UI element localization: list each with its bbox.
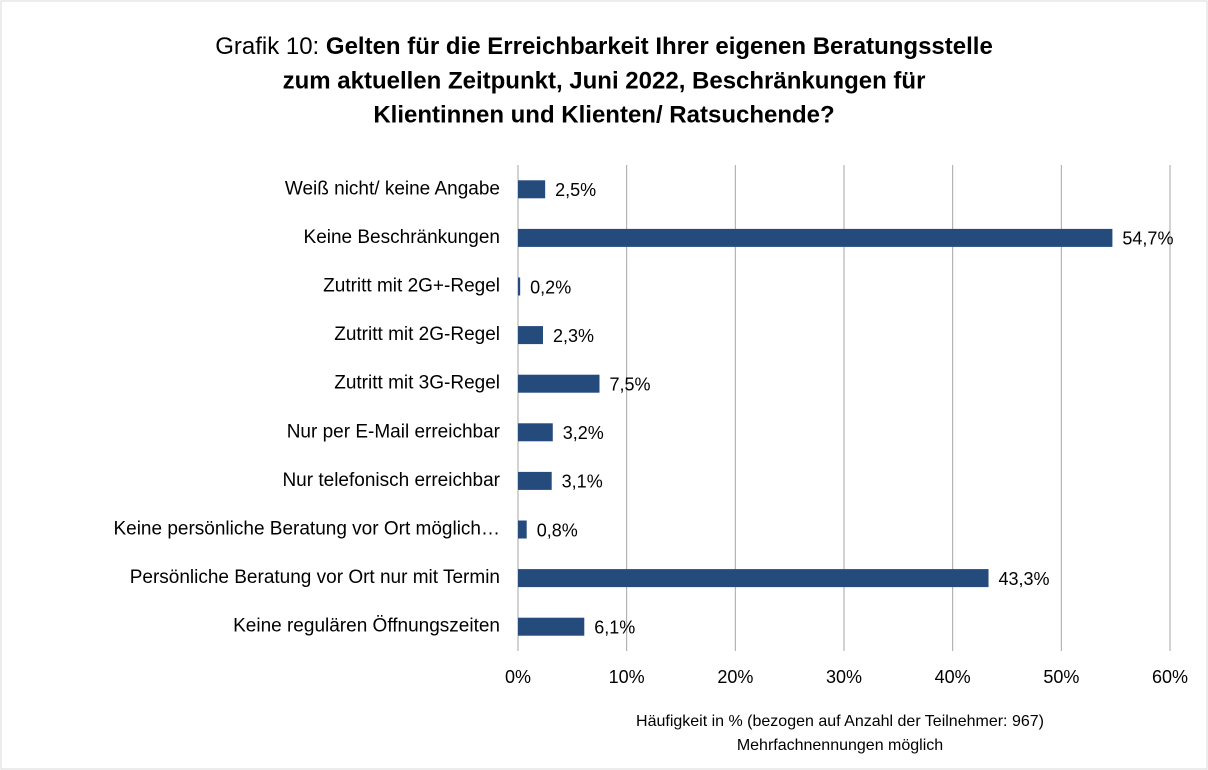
bar (518, 569, 989, 588)
data-label: 3,2% (563, 423, 604, 443)
x-tick-label: 0% (505, 667, 531, 687)
chart-title: Grafik 10: Gelten für die Erreichbarkeit… (215, 33, 993, 60)
y-tick-label: Zutritt mit 3G-Regel (334, 373, 500, 394)
bar (518, 180, 546, 199)
x-tick-label: 20% (717, 667, 753, 687)
bar (518, 326, 543, 345)
bar (518, 277, 521, 296)
data-label: 2,5% (555, 180, 596, 200)
bar (518, 423, 553, 442)
data-label: 0,8% (537, 520, 578, 540)
y-tick-label: Zutritt mit 2G-Regel (334, 324, 500, 345)
bar (518, 374, 600, 393)
data-label: 43,3% (999, 569, 1050, 589)
title-prefix: Grafik 10: (215, 33, 319, 60)
title-line: zum aktuellen Zeitpunkt, Juni 2022, Besc… (283, 67, 926, 94)
x-tick-label: 30% (826, 667, 862, 687)
x-tick-label: 50% (1043, 667, 1079, 687)
title-line: Gelten für die Erreichbarkeit Ihrer eige… (326, 33, 993, 60)
title-line: Klientinnen und Klienten/ Ratsuchende? (373, 101, 834, 128)
bar (518, 228, 1113, 247)
y-tick-label: Nur per E-Mail erreichbar (287, 421, 501, 442)
y-tick-label: Persönliche Beratung vor Ort nur mit Ter… (130, 567, 500, 588)
x-axis-label: Häufigkeit in % (bezogen auf Anzahl der … (636, 713, 1044, 730)
x-tick-label: 60% (1152, 667, 1188, 687)
data-label: 0,2% (530, 277, 571, 297)
y-tick-label: Weiß nicht/ keine Angabe (285, 178, 500, 199)
x-axis-label: Mehrfachnennungen möglich (737, 737, 943, 754)
bar (518, 520, 527, 539)
x-tick-label: 10% (609, 667, 645, 687)
data-label: 7,5% (610, 374, 651, 394)
data-label: 6,1% (594, 617, 635, 637)
bar (518, 471, 552, 490)
y-tick-label: Keine Beschränkungen (304, 227, 500, 248)
data-label: 54,7% (1122, 229, 1173, 249)
y-tick-label: Zutritt mit 2G+-Regel (323, 276, 500, 297)
x-tick-label: 40% (935, 667, 971, 687)
bar (518, 617, 585, 636)
data-label: 3,1% (562, 472, 603, 492)
data-label: 2,3% (553, 326, 594, 346)
y-tick-label: Nur telefonisch erreichbar (282, 470, 500, 491)
y-tick-label: Keine persönliche Beratung vor Ort mögli… (113, 519, 500, 540)
y-tick-label: Keine regulären Öffnungszeiten (233, 616, 500, 637)
